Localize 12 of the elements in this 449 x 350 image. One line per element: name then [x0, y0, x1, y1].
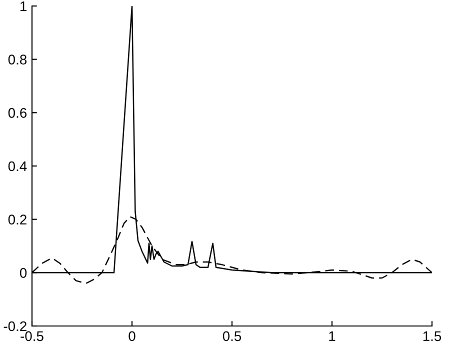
- y-tick-label: -0.2: [4, 321, 26, 332]
- y-tick-label: 0.4: [8, 161, 27, 172]
- x-tick-label: -0.5: [20, 331, 44, 342]
- y-tick-label: 1: [20, 1, 26, 12]
- x-tick-label: 1: [329, 331, 336, 341]
- x-tick-label: 0: [128, 331, 136, 342]
- y-tick-label: 0.8: [8, 54, 27, 65]
- y-tick-label: 0: [20, 268, 27, 278]
- y-tick-label: 0.2: [8, 214, 26, 225]
- y-tick-label: 0.6: [8, 108, 27, 118]
- x-tick-label: 1.5: [423, 331, 442, 342]
- x-tick-label: 0.5: [222, 331, 242, 342]
